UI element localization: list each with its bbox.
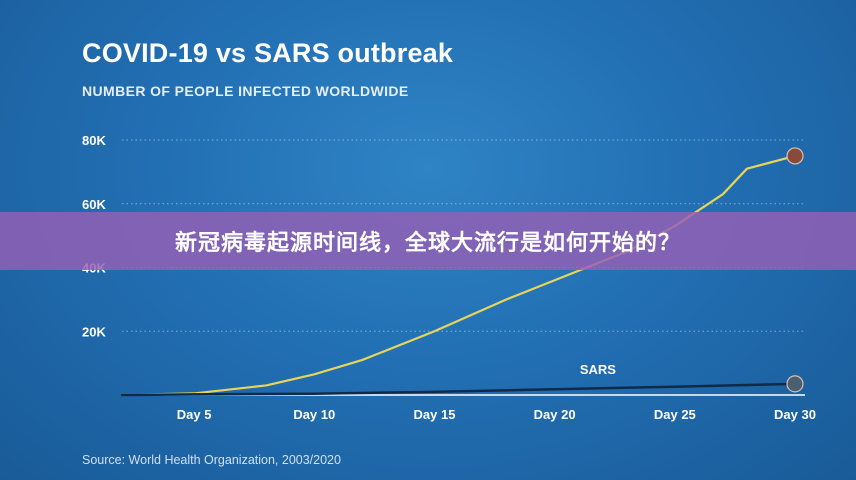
source-note: Source: World Health Organization, 2003/… — [82, 453, 341, 467]
x-tick-label: Day 20 — [534, 407, 576, 422]
caption-banner: 新冠病毒起源时间线，全球大流行是如何开始的？ — [0, 212, 856, 270]
y-tick-label: 80K — [82, 133, 106, 148]
caption-text: 新冠病毒起源时间线，全球大流行是如何开始的？ — [174, 231, 681, 256]
virus-icon — [786, 375, 804, 393]
virus-icon — [786, 147, 804, 165]
x-tick-label: Day 10 — [293, 407, 335, 422]
x-axis-ticks: Day 5 Day 10 Day 15 Day 20 Day 25 Day 30 — [177, 407, 816, 422]
chart-subtitle: NUMBER OF PEOPLE INFECTED WORLDWIDE — [82, 83, 409, 99]
y-tick-label: 60K — [82, 197, 106, 212]
x-tick-label: Day 5 — [177, 407, 212, 422]
series-label: SARS — [580, 362, 616, 377]
x-tick-label: Day 30 — [774, 407, 816, 422]
x-tick-label: Day 25 — [654, 407, 696, 422]
chart-title: COVID-19 vs SARS outbreak — [82, 38, 454, 68]
y-tick-label: 20K — [82, 324, 106, 339]
series-lines: SARS — [120, 147, 804, 397]
x-tick-label: Day 15 — [414, 407, 456, 422]
sars-series-line — [120, 382, 797, 397]
covid-series-line — [120, 154, 797, 397]
